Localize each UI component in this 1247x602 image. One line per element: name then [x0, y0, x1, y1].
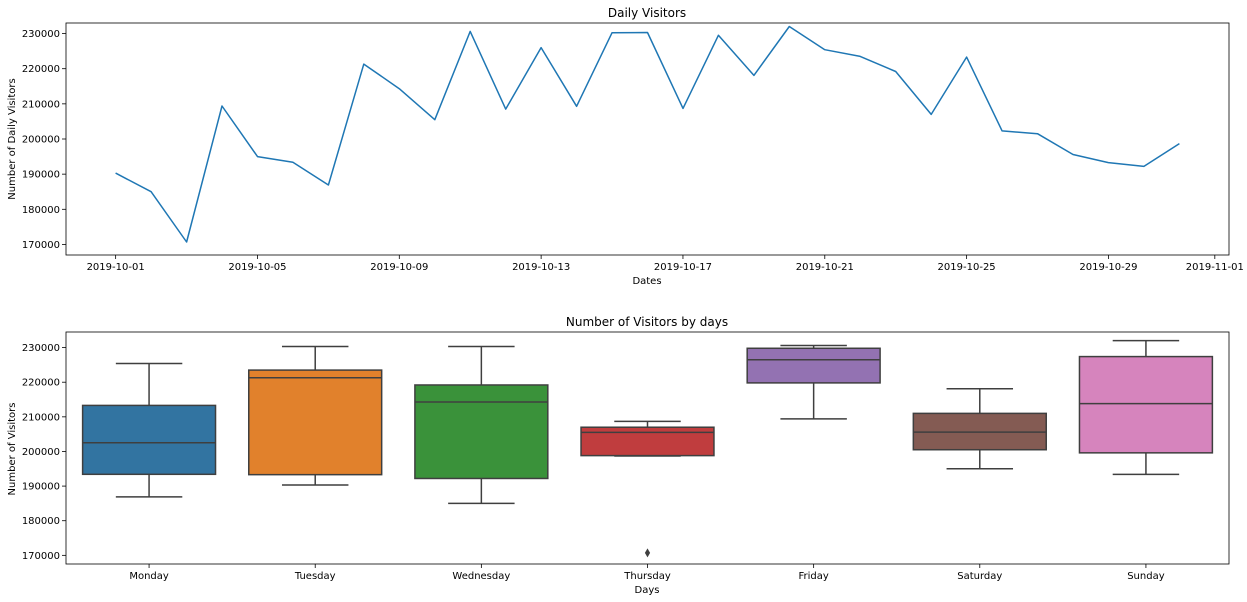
- box-items: [81, 339, 1214, 558]
- box-outlier: [644, 548, 651, 558]
- box-x-tick-label: Tuesday: [294, 571, 336, 582]
- box-sunday: [1078, 339, 1214, 476]
- line-x-tick-label: 2019-10-21: [796, 262, 854, 273]
- box-x-tick-label: Sunday: [1127, 571, 1164, 582]
- box-wednesday: [414, 345, 549, 505]
- box-iqr: [1078, 355, 1214, 454]
- box-x-tick-label: Wednesday: [452, 571, 510, 582]
- line-x-tick-label: 2019-10-01: [87, 262, 145, 273]
- box-iqr: [81, 404, 217, 476]
- box-y-tick-label: 170000: [22, 551, 60, 562]
- line-series-daily-visitors: [115, 25, 1180, 243]
- box-y-tick-label: 200000: [22, 447, 60, 458]
- line-x-tick-label: 2019-10-09: [370, 262, 428, 273]
- line-y-tick-label: 200000: [22, 135, 60, 146]
- line-y-ticks: 170000 180000 190000 200000 210000 220000 2300…: [22, 29, 66, 251]
- line-x-tick-label: 2019-11-01: [1186, 262, 1244, 273]
- line-x-axis-label: Dates: [632, 276, 661, 287]
- line-y-axis-label: Number of Daily Visitors: [7, 78, 18, 199]
- box-y-ticks: 170000 180000 190000 200000 210000 220000 2300…: [22, 343, 66, 562]
- box-x-tick-label: Thursday: [623, 571, 671, 582]
- box-monday: [81, 362, 217, 498]
- box-tuesday: [248, 345, 383, 486]
- box-x-tick-label: Monday: [129, 571, 169, 582]
- line-chart-title: Daily Visitors: [608, 6, 686, 20]
- box-x-ticks: Monday Tuesday Wednesday Thursday Friday Satu…: [129, 564, 1165, 582]
- box-thursday: [580, 420, 715, 558]
- line-chart: Daily Visitors Dates Number of Daily Vis…: [7, 6, 1244, 287]
- line-x-ticks: 2019-10-01 2019-10-05 2019-10-09 2019-10-13…: [87, 255, 1244, 273]
- box-y-tick-label: 220000: [22, 378, 60, 389]
- box-y-tick-label: 180000: [22, 516, 60, 527]
- line-x-tick-label: 2019-10-29: [1079, 262, 1137, 273]
- box-y-tick-label: 230000: [22, 343, 60, 354]
- box-saturday: [912, 388, 1047, 470]
- box-y-tick-label: 210000: [22, 412, 60, 423]
- box-chart: Number of Visitors by days Days Number o…: [7, 315, 1230, 596]
- box-iqr: [746, 347, 881, 384]
- line-y-tick-label: 180000: [22, 205, 60, 216]
- box-x-tick-label: Saturday: [957, 571, 1002, 582]
- line-x-tick-label: 2019-10-13: [512, 262, 570, 273]
- line-y-tick-label: 210000: [22, 99, 60, 110]
- box-x-axis-label: Days: [635, 585, 660, 596]
- line-x-tick-label: 2019-10-05: [228, 262, 286, 273]
- line-x-tick-label: 2019-10-17: [654, 262, 712, 273]
- box-friday: [746, 344, 881, 420]
- box-chart-title: Number of Visitors by days: [566, 315, 728, 329]
- box-iqr: [580, 426, 715, 457]
- box-iqr: [248, 369, 383, 476]
- line-y-tick-label: 170000: [22, 240, 60, 251]
- line-y-tick-label: 230000: [22, 29, 60, 40]
- line-y-tick-label: 220000: [22, 64, 60, 75]
- line-y-tick-label: 190000: [22, 170, 60, 181]
- box-x-tick-label: Friday: [798, 571, 828, 582]
- box-y-axis-label: Number of Visitors: [7, 403, 18, 496]
- line-x-tick-label: 2019-10-25: [938, 262, 996, 273]
- box-y-tick-label: 190000: [22, 482, 60, 493]
- box-iqr: [414, 384, 549, 480]
